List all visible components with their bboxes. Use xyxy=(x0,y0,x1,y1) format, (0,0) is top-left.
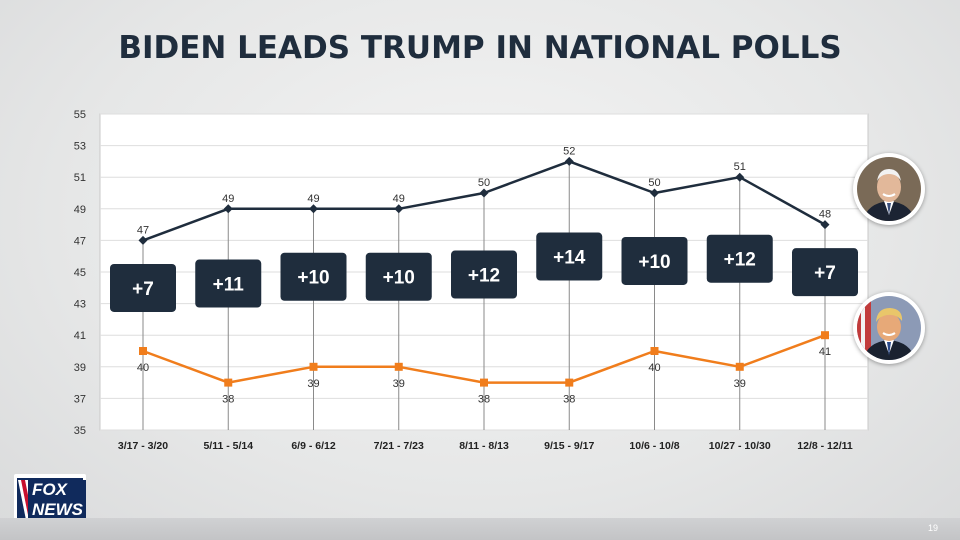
trump-data-label: 41 xyxy=(819,346,831,358)
margin-badge-label: +12 xyxy=(468,266,500,287)
fox-news-logo: FOX NEWS xyxy=(14,474,86,524)
biden-point xyxy=(820,220,830,230)
y-tick-label: 41 xyxy=(74,330,86,342)
trump-data-label: 38 xyxy=(222,394,234,406)
x-tick-label: 10/6 - 10/8 xyxy=(629,440,679,452)
biden-data-label: 50 xyxy=(648,177,660,189)
biden-data-label: 49 xyxy=(222,193,234,205)
margin-badge xyxy=(621,236,688,285)
margin-badge xyxy=(536,232,603,281)
y-tick-label: 37 xyxy=(74,393,86,405)
trump-point xyxy=(309,362,318,371)
margin-badge-label: +12 xyxy=(724,250,756,271)
margin-badges: +7 +11 +10 +10 +12 +14 +10 +12 +7 xyxy=(110,232,858,312)
biden-data-label: 49 xyxy=(307,193,319,205)
x-axis-ticks: 3/17 - 3/20 5/11 - 5/14 6/9 - 6/12 7/21 - 7… xyxy=(118,440,853,452)
trump-data-label: 39 xyxy=(734,378,746,390)
x-tick-label: 6/9 - 6/12 xyxy=(291,440,336,452)
logo-fox-text: FOX xyxy=(28,480,86,500)
trump-point xyxy=(650,347,659,355)
y-tick-label: 45 xyxy=(74,267,86,279)
trump-point xyxy=(821,331,829,340)
margin-badge-label: +10 xyxy=(297,268,329,289)
trump-point xyxy=(565,378,574,387)
biden-point xyxy=(479,188,489,198)
trump-avatar xyxy=(853,292,925,364)
biden-avatar xyxy=(853,153,925,225)
biden-point xyxy=(223,204,233,214)
chart-title: BIDEN LEADS TRUMP IN NATIONAL POLLS xyxy=(118,30,842,66)
y-tick-label: 35 xyxy=(74,425,86,437)
margin-badge xyxy=(451,250,517,299)
trump-data-label: 39 xyxy=(393,378,405,390)
x-tick-label: 10/27 - 10/30 xyxy=(709,440,771,452)
biden-data-label: 50 xyxy=(478,177,490,189)
y-tick-label: 39 xyxy=(74,362,86,374)
biden-point xyxy=(650,188,659,198)
trump-data-label: 38 xyxy=(563,394,575,406)
biden-data-label: 48 xyxy=(819,209,831,221)
margin-badge-label: +10 xyxy=(638,252,670,273)
biden-point xyxy=(309,204,318,214)
y-tick-label: 49 xyxy=(74,204,86,216)
trump-data-label: 40 xyxy=(648,362,660,374)
margin-badge-label: +14 xyxy=(553,248,586,269)
biden-data-label: 47 xyxy=(137,224,149,236)
x-tick-label: 8/11 - 8/13 xyxy=(459,440,509,452)
biden-data-label: 51 xyxy=(734,161,746,173)
logo-news-text: NEWS xyxy=(28,500,86,520)
biden-point xyxy=(564,156,574,166)
margin-badge-label: +10 xyxy=(383,268,415,289)
x-tick-label: 9/15 - 9/17 xyxy=(544,440,594,452)
margin-badge xyxy=(110,263,176,312)
margin-badge xyxy=(195,259,262,308)
x-tick-label: 12/8 - 12/11 xyxy=(797,440,853,452)
x-tick-label: 3/17 - 3/20 xyxy=(118,440,168,452)
y-axis-ticks: 35 37 39 41 43 45 47 49 51 53 55 xyxy=(74,109,86,437)
margin-badge xyxy=(280,252,347,301)
biden-point xyxy=(735,172,745,182)
trump-data-label: 39 xyxy=(307,378,319,390)
trump-point xyxy=(480,378,488,387)
trump-data-label: 40 xyxy=(137,362,149,374)
margin-badge xyxy=(365,252,432,301)
trump-point xyxy=(139,347,147,355)
bottom-bar xyxy=(0,518,960,540)
y-tick-label: 47 xyxy=(74,235,86,247)
biden-portrait-icon xyxy=(857,157,921,221)
trump-data-label: 38 xyxy=(478,394,490,406)
page-number: 19 xyxy=(927,523,938,533)
margin-badge-label: +11 xyxy=(213,275,245,296)
y-tick-label: 51 xyxy=(74,172,86,184)
biden-data-label: 52 xyxy=(563,145,575,157)
x-tick-label: 5/11 - 5/14 xyxy=(203,440,253,452)
series-markers xyxy=(138,156,830,387)
point-labels: 47 49 49 49 50 52 50 51 48 40 38 39 39 38 38 40 39 41 xyxy=(137,145,831,405)
y-tick-label: 55 xyxy=(74,109,86,121)
biden-point xyxy=(394,204,404,214)
biden-data-label: 49 xyxy=(393,193,405,205)
y-tick-label: 53 xyxy=(74,141,86,153)
margin-badge-label: +7 xyxy=(814,263,836,284)
margin-badge xyxy=(792,248,858,297)
y-tick-label: 43 xyxy=(74,299,86,311)
trump-point xyxy=(394,362,403,371)
trump-point xyxy=(224,378,233,387)
x-tick-label: 7/21 - 7/23 xyxy=(374,440,424,452)
margin-badge-label: +7 xyxy=(132,279,154,300)
biden-point xyxy=(138,235,148,245)
trump-portrait-icon xyxy=(857,296,921,360)
trump-point xyxy=(735,362,744,371)
margin-badge xyxy=(706,234,773,283)
